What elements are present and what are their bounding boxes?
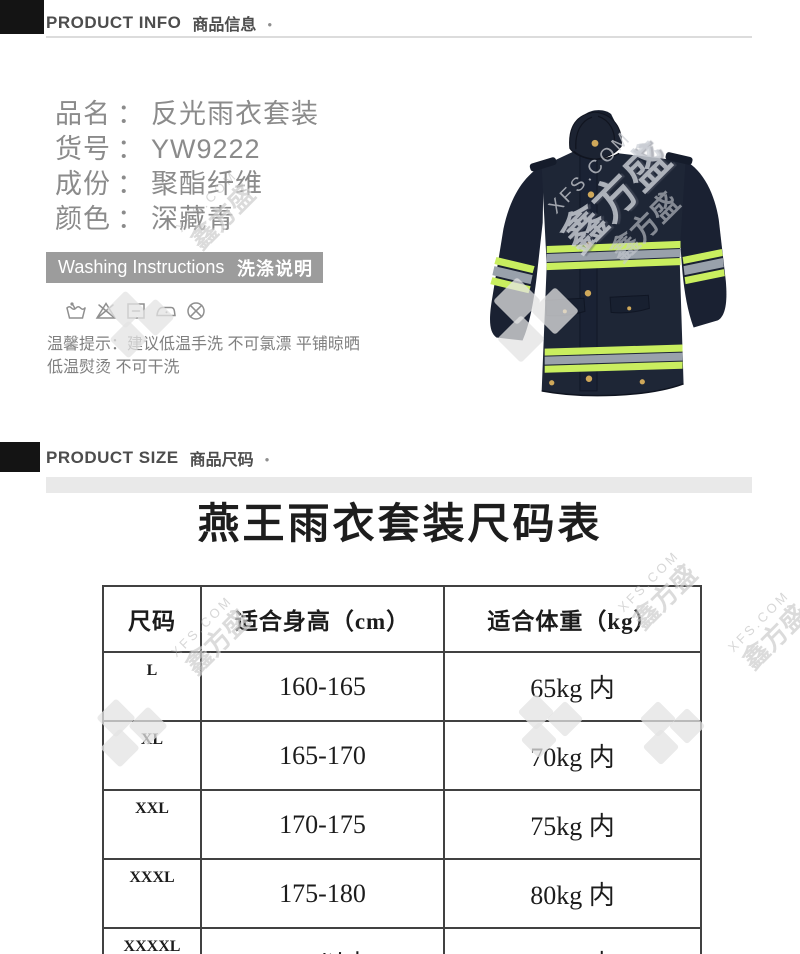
- spec-row: 品名：反光雨衣套装: [55, 97, 319, 132]
- size-table-body: L 160-165 65kg 内 XL 165-170 70kg 内 XXL 170-175 7…: [102, 651, 702, 954]
- size-cell: XL: [102, 720, 202, 791]
- table-row: XXXXL180 以上90kg 内: [102, 927, 702, 954]
- size-cell: XXXXL: [102, 927, 202, 954]
- weight-cell: 90kg 内: [443, 927, 702, 954]
- iron-low-temp-icon: [154, 299, 178, 323]
- spec-value: 深藏青: [151, 204, 235, 234]
- spec-label: 成份: [55, 169, 111, 199]
- spec-label: 颜色: [55, 204, 111, 234]
- product-info-header: PRODUCT INFO 商品信息 ●: [46, 11, 272, 35]
- size-cell: XXL: [102, 789, 202, 860]
- section-marker-square: [0, 442, 40, 472]
- bullet-dot-icon: ●: [264, 454, 270, 464]
- height-cell: 175-180: [200, 858, 445, 929]
- size-chart-title: 燕王雨衣套装尺码表: [197, 500, 603, 547]
- height-cell: 170-175: [200, 789, 445, 860]
- spec-row: 颜色：深藏青: [55, 202, 319, 237]
- raincoat-product-image: [490, 110, 727, 397]
- column-header: 适合身高（cm）: [200, 585, 445, 653]
- height-cell: 180 以上: [200, 927, 445, 954]
- table-row: XL 165-170 70kg 内: [102, 720, 702, 791]
- watermark: XFS.COM 鑫方盛: [725, 587, 800, 676]
- spec-value: 反光雨衣套装: [151, 99, 319, 129]
- table-row: XXXL 175-180 80kg 内: [102, 858, 702, 929]
- section-title-en: PRODUCT INFO: [46, 13, 182, 32]
- spec-row: 成份：聚酯纤维: [55, 167, 319, 202]
- section-title-zh: 商品尺码: [189, 452, 254, 469]
- spec-value: 聚酯纤维: [151, 169, 263, 199]
- height-cell: 165-170: [200, 720, 445, 791]
- section-marker-square: [0, 0, 44, 34]
- section-title-en: PRODUCT SIZE: [46, 448, 179, 467]
- do-not-dryclean-icon: [184, 299, 208, 323]
- spec-label: 货号: [55, 134, 111, 164]
- washing-icons: [64, 299, 208, 323]
- section-divider-band: [46, 477, 752, 493]
- spec-list: 品名：反光雨衣套装 货号： YW9222 成份：聚酯纤维 颜色：深藏青: [55, 97, 319, 237]
- spec-separator: ：: [117, 134, 145, 164]
- spec-value: YW9222: [151, 134, 261, 164]
- size-cell: L: [102, 651, 202, 722]
- size-table-header-row: 尺码 适合身高（cm） 适合体重（kg）: [102, 585, 702, 653]
- table-row: L 160-165 65kg 内: [102, 651, 702, 722]
- washing-instructions-bar: Washing Instructions 洗涤说明: [46, 252, 323, 283]
- do-not-bleach-icon: [94, 299, 118, 323]
- product-size-header: PRODUCT SIZE 商品尺码 ●: [46, 446, 269, 470]
- weight-cell: 75kg 内: [443, 789, 702, 860]
- weight-cell: 80kg 内: [443, 858, 702, 929]
- size-cell: XXXL: [102, 858, 202, 929]
- weight-cell: 70kg 内: [443, 720, 702, 791]
- washing-tips: 温馨提示：建议低温手洗 不可氯漂 平铺晾晒 低温熨烫 不可干洗: [47, 333, 360, 379]
- weight-cell: 65kg 内: [443, 651, 702, 722]
- flat-dry-icon: [124, 299, 148, 323]
- height-cell: 160-165: [200, 651, 445, 722]
- spec-separator: ：: [117, 169, 145, 199]
- column-header: 适合体重（kg）: [443, 585, 702, 653]
- table-row: XXL 170-175 75kg 内: [102, 789, 702, 860]
- handwash-icon: [64, 299, 88, 323]
- bullet-dot-icon: ●: [267, 19, 273, 29]
- washing-title-zh: 洗涤说明: [237, 258, 313, 279]
- tips-line-1: 温馨提示：建议低温手洗 不可氯漂 平铺晾晒: [47, 336, 360, 353]
- spec-label: 品名: [55, 99, 111, 129]
- spec-separator: ：: [117, 99, 145, 129]
- column-header: 尺码: [102, 585, 202, 653]
- spec-row: 货号： YW9222: [55, 132, 319, 167]
- tips-line-2: 低温熨烫 不可干洗: [47, 359, 180, 376]
- washing-title-en: Washing Instructions: [58, 257, 225, 277]
- size-table: 尺码 适合身高（cm） 适合体重（kg） L 160-165 65kg 内 XL 165-1…: [102, 585, 702, 954]
- spec-separator: ：: [117, 204, 145, 234]
- header-divider: [46, 36, 752, 38]
- section-title-zh: 商品信息: [192, 17, 257, 34]
